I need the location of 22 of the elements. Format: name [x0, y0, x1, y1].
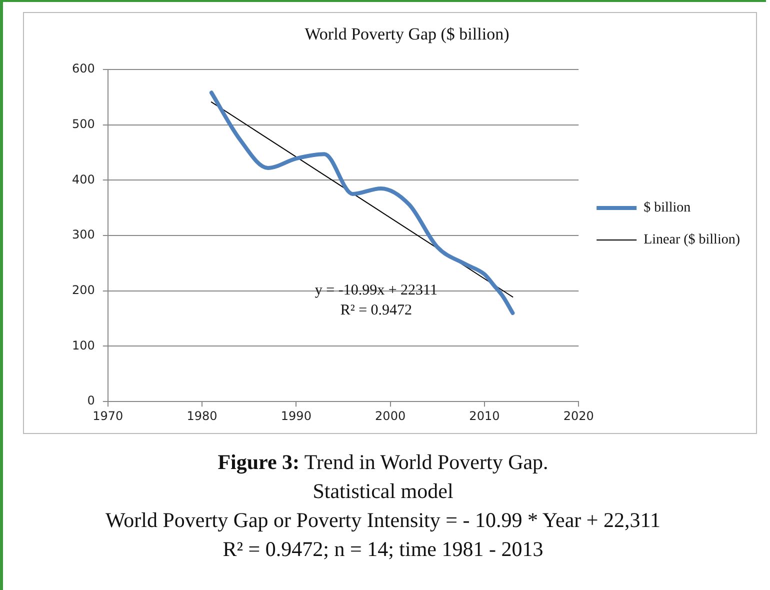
- annotation: y = -10.99x + 22311: [314, 282, 438, 298]
- x-tick-label: 2010: [469, 408, 500, 423]
- legend-label: Linear ($ billion): [644, 232, 740, 248]
- chart-title: World Poverty Gap ($ billion): [304, 24, 510, 44]
- x-tick-label: 1970: [92, 408, 124, 423]
- caption: Figure 3: Trend in World Poverty Gap.: [216, 449, 550, 476]
- y-tick-label: 500: [72, 116, 95, 131]
- y-tick-label: 400: [72, 172, 95, 186]
- text: World Poverty Gap or Poverty Intensity = - 10.99 * Year + 22,311: [104, 507, 662, 534]
- annotation: R² = 0.9472: [340, 302, 412, 318]
- x-tick-label: 2000: [375, 408, 406, 423]
- y-tick-label: 600: [72, 62, 95, 76]
- legend-label: $ billion: [644, 200, 691, 216]
- y-tick-label: 300: [72, 228, 95, 242]
- y-tick-label: 200: [72, 282, 95, 297]
- y-tick-label: 0: [87, 394, 95, 408]
- text: R² = 0.9472; n = 14; time 1981 - 2013: [222, 536, 544, 563]
- text: Statistical model: [312, 478, 454, 505]
- x-tick-label: 2020: [563, 408, 594, 423]
- x-tick-label: 1980: [186, 408, 218, 423]
- y-tick-label: 100: [72, 338, 95, 352]
- x-tick-label: 1990: [280, 408, 312, 423]
